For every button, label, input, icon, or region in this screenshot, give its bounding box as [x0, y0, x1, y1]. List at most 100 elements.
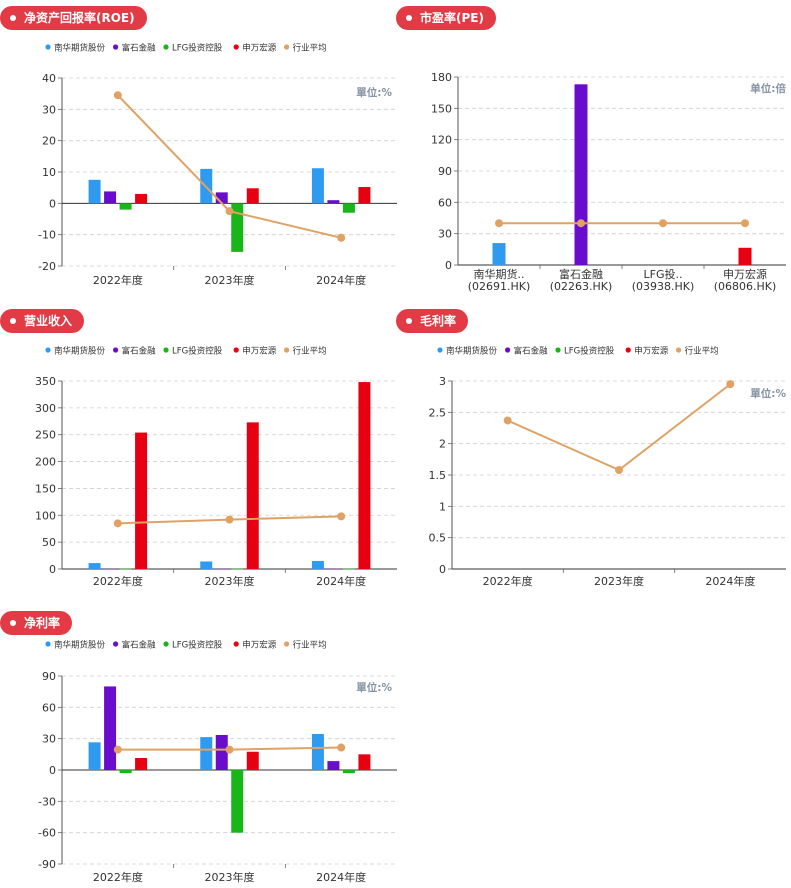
- legend-label[interactable]: 南华期货股份: [446, 346, 498, 357]
- bar[interactable]: [104, 568, 117, 570]
- bar[interactable]: [88, 563, 101, 569]
- gross-margin-panel: 毛利率 南华期货股份 富石金融 LFG投资控股 申万宏源 行业平均 0 0.5 1 1.5 2 2.…: [396, 309, 791, 589]
- bar[interactable]: [215, 735, 228, 770]
- legend-label[interactable]: 申万宏源: [242, 640, 277, 651]
- bar[interactable]: [327, 200, 340, 204]
- bar[interactable]: [492, 243, 506, 265]
- x-tick-label: 南华期货..: [474, 267, 525, 281]
- bullet-dot: [406, 15, 412, 21]
- bar[interactable]: [342, 770, 355, 774]
- pe-title: 市盈率(PE): [420, 11, 484, 25]
- legend-label[interactable]: 行业平均: [293, 43, 327, 54]
- legend-label[interactable]: 行业平均: [293, 346, 327, 357]
- bar[interactable]: [119, 203, 132, 210]
- y-tick-label: 250: [35, 429, 56, 442]
- roe-title-tag[interactable]: 净资产回报率(ROE): [0, 6, 147, 30]
- legend-label[interactable]: 行业平均: [293, 640, 327, 651]
- legend-label[interactable]: 申万宏源: [634, 346, 669, 357]
- legend-label[interactable]: 富石金融: [122, 346, 157, 357]
- pe-title-tag[interactable]: 市盈率(PE): [396, 6, 496, 30]
- industry-average-point[interactable]: [337, 512, 346, 521]
- bar[interactable]: [342, 203, 355, 213]
- industry-average-point[interactable]: [741, 219, 749, 228]
- bar[interactable]: [358, 754, 371, 770]
- bar[interactable]: [104, 686, 117, 770]
- bar[interactable]: [246, 422, 259, 569]
- legend-marker: [284, 44, 290, 50]
- legend-label[interactable]: 南华期货股份: [54, 640, 106, 651]
- industry-average-point[interactable]: [337, 233, 346, 242]
- legend-label[interactable]: 行业平均: [685, 346, 719, 357]
- revenue-chart: 南华期货股份 富石金融 LFG投资控股 申万宏源 行业平均 0 50 100 150 200 250…: [35, 346, 397, 588]
- bar[interactable]: [358, 382, 371, 569]
- bar[interactable]: [327, 761, 340, 770]
- legend-label[interactable]: 富石金融: [122, 43, 157, 54]
- legend-label[interactable]: 申万宏源: [242, 43, 277, 54]
- legend-label[interactable]: 南华期货股份: [54, 346, 106, 357]
- bar[interactable]: [246, 188, 259, 204]
- bar[interactable]: [215, 568, 228, 570]
- legend-label[interactable]: LFG投资控股: [172, 43, 223, 54]
- y-tick-label: 10: [42, 166, 56, 179]
- legend-marker: [555, 347, 561, 353]
- legend-label[interactable]: 南华期货股份: [54, 43, 106, 54]
- y-tick-label: -20: [38, 260, 56, 273]
- industry-average-point[interactable]: [225, 207, 234, 216]
- bar[interactable]: [311, 560, 324, 569]
- bar[interactable]: [358, 187, 371, 204]
- bar[interactable]: [246, 751, 259, 770]
- industry-average-point[interactable]: [577, 219, 585, 228]
- bar[interactable]: [231, 203, 244, 252]
- bar[interactable]: [104, 191, 117, 204]
- y-tick-label: -30: [38, 795, 56, 808]
- bar[interactable]: [738, 247, 752, 265]
- legend-marker: [284, 347, 290, 353]
- legend-label[interactable]: LFG投资控股: [564, 346, 615, 357]
- revenue-title-tag[interactable]: 营业收入: [0, 309, 85, 333]
- bar[interactable]: [119, 568, 132, 570]
- bar[interactable]: [311, 168, 324, 204]
- industry-average-point[interactable]: [503, 416, 512, 425]
- legend-label[interactable]: 富石金融: [122, 640, 157, 651]
- industry-average-point[interactable]: [113, 745, 122, 754]
- bar[interactable]: [88, 742, 101, 770]
- bar[interactable]: [231, 568, 244, 570]
- industry-average-point[interactable]: [225, 745, 234, 754]
- industry-average-point[interactable]: [615, 465, 623, 474]
- industry-average-point[interactable]: [225, 515, 234, 524]
- bar[interactable]: [215, 192, 228, 204]
- y-tick-label: 0: [49, 764, 56, 777]
- bullet-dot: [406, 318, 412, 324]
- industry-average-point[interactable]: [113, 91, 122, 100]
- x-tick-label: 2022年度: [93, 574, 143, 588]
- legend-label[interactable]: 富石金融: [514, 346, 549, 357]
- bar[interactable]: [135, 757, 148, 770]
- industry-average-point[interactable]: [659, 219, 667, 228]
- bar[interactable]: [119, 770, 132, 774]
- bar[interactable]: [311, 733, 324, 770]
- bar[interactable]: [200, 561, 213, 569]
- bar[interactable]: [135, 432, 148, 569]
- bar[interactable]: [327, 568, 340, 570]
- y-tick-label: 0: [49, 197, 56, 210]
- legend-label[interactable]: LFG投资控股: [172, 640, 223, 651]
- bar[interactable]: [231, 770, 244, 833]
- bar[interactable]: [135, 193, 148, 204]
- bar[interactable]: [574, 84, 588, 265]
- bar[interactable]: [88, 179, 101, 204]
- x-tick-label: LFG投..: [644, 267, 683, 281]
- bar[interactable]: [342, 568, 355, 570]
- gross-margin-title-tag[interactable]: 毛利率: [396, 309, 469, 333]
- industry-average-point[interactable]: [495, 219, 503, 228]
- bar[interactable]: [200, 737, 213, 770]
- industry-average-point[interactable]: [726, 380, 735, 389]
- net-margin-chart: 南华期货股份 富石金融 LFG投资控股 申万宏源 行业平均 -90 -60 -30 0 30 60 9…: [38, 640, 397, 884]
- x-tick-label: 2023年度: [594, 574, 644, 588]
- industry-average-point[interactable]: [337, 743, 346, 752]
- x-tick-label: (02263.HK): [550, 280, 613, 293]
- net-margin-title-tag[interactable]: 净利率: [0, 611, 73, 635]
- legend-label[interactable]: LFG投资控股: [172, 346, 223, 357]
- legend-label[interactable]: 申万宏源: [242, 346, 277, 357]
- x-tick-label: 2023年度: [205, 870, 255, 884]
- industry-average-point[interactable]: [113, 519, 122, 528]
